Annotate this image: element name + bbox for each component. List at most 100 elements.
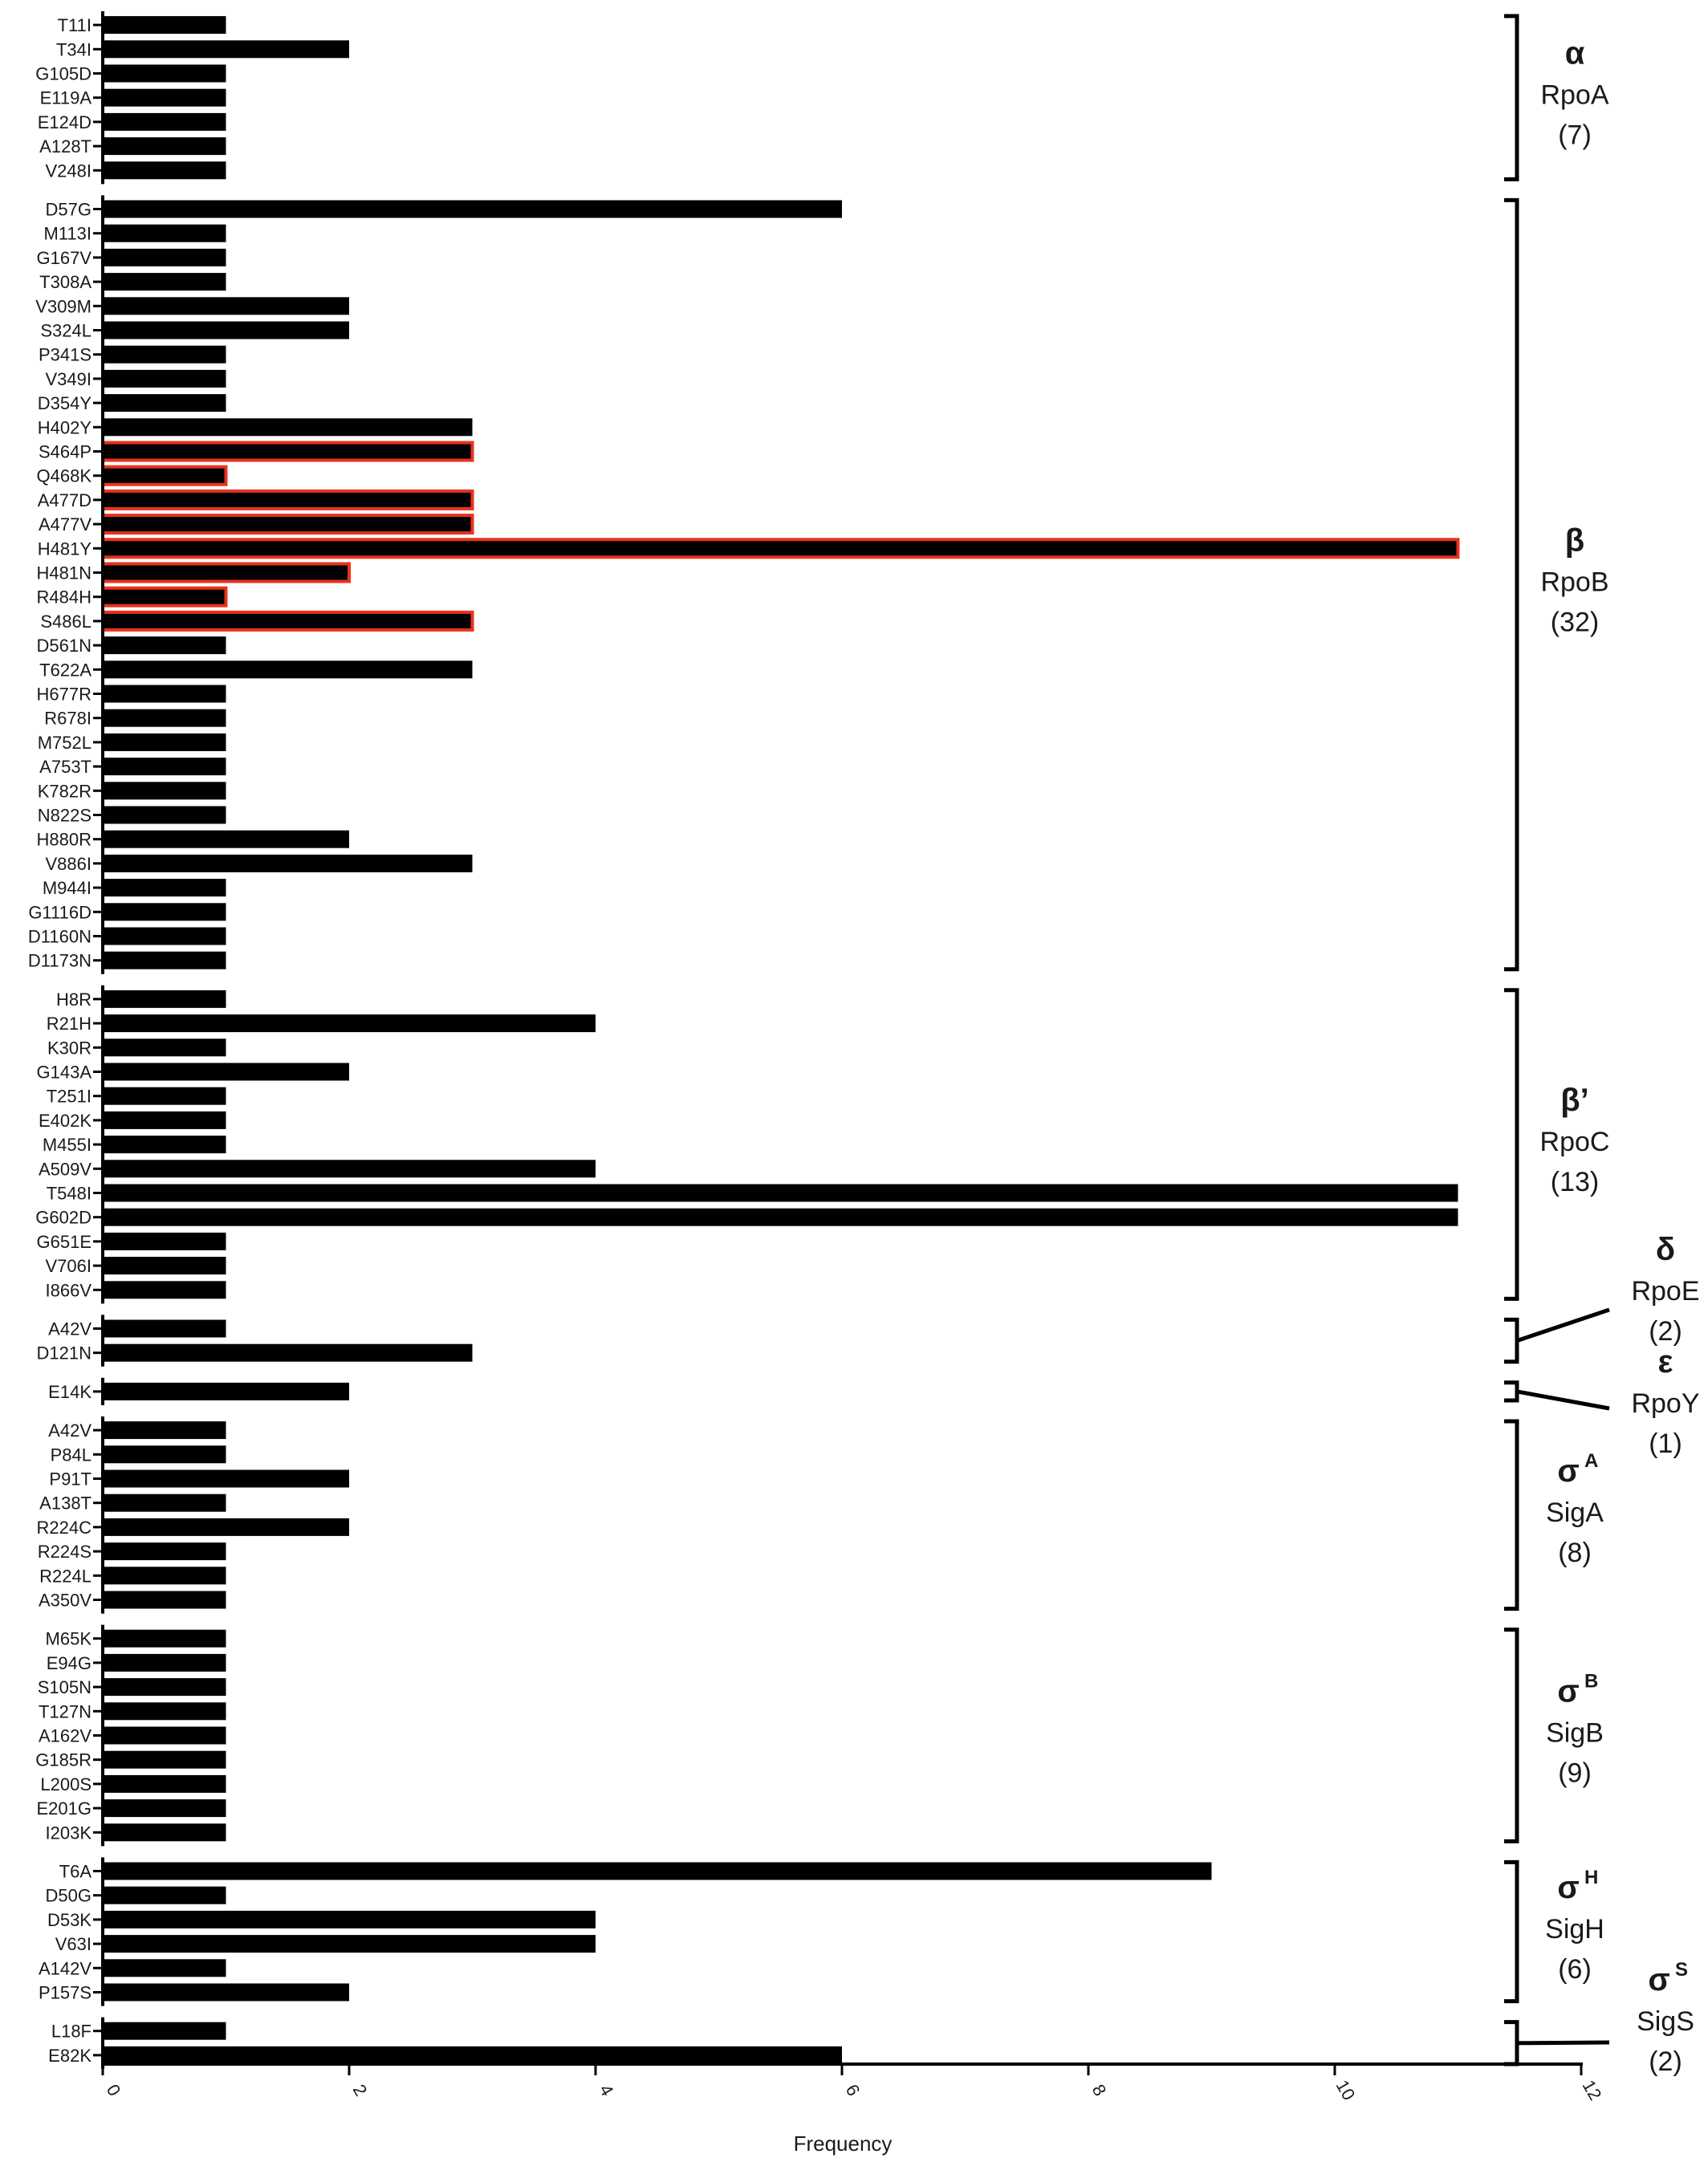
bar-rpoB-a477d <box>101 489 474 510</box>
bracket-rpoE <box>1504 1317 1519 1364</box>
x-tick-label: 10 <box>1332 2077 1360 2104</box>
bar-rpoC-r21h <box>103 1014 596 1033</box>
category-label: R678I <box>44 709 92 729</box>
group-superscript-sigA: A <box>1584 1450 1598 1472</box>
bracket-rpoY <box>1504 1380 1519 1403</box>
bar-rpoB-a753t <box>103 758 226 776</box>
group-count-rpoA: (7) <box>1558 120 1592 151</box>
category-label: Q468K <box>37 466 92 486</box>
group-brackets: αRpoA(7)βRpoB(32)β’RpoC(13)δRpoE(2)εRpoY… <box>1504 14 1700 2077</box>
bracket-rpoA <box>1504 14 1519 181</box>
bar-sigB-l200s <box>103 1774 226 1793</box>
bar-sigS-l18f <box>103 2022 226 2040</box>
group-symbol-rpoB: β <box>1565 523 1584 559</box>
category-label: T251I <box>47 1087 92 1107</box>
category-label: R484H <box>37 587 92 608</box>
bar-sigA-p84l <box>103 1445 226 1464</box>
bracket-sigA <box>1504 1419 1519 1611</box>
group-symbol-sigS: σ <box>1648 1962 1669 1997</box>
bar-rpoB-p341s <box>103 345 226 364</box>
bar-rpoC-g143a <box>103 1063 349 1081</box>
category-label: A42V <box>48 1420 92 1441</box>
bar-sigH-v63i <box>103 1935 596 1953</box>
category-label: A42V <box>48 1319 92 1339</box>
bar-rpoB-r484h <box>101 586 228 608</box>
category-label: A477V <box>39 514 92 534</box>
bar-rpoB-d1173n <box>103 951 226 969</box>
category-label: K782R <box>38 781 92 801</box>
bracket-rpoB <box>1504 197 1519 972</box>
category-label: D354Y <box>38 393 92 413</box>
category-label: G185R <box>35 1750 92 1770</box>
category-label: H481Y <box>38 538 92 559</box>
bar-rpoB-s464p <box>101 441 474 462</box>
group-gene-sigS: SigS <box>1637 2006 1694 2037</box>
category-label: V309M <box>35 296 92 316</box>
category-label: H677R <box>37 685 92 705</box>
group-symbol-rpoA: α <box>1565 36 1585 71</box>
category-label: H8R <box>56 990 92 1010</box>
category-label: D1160N <box>28 927 92 947</box>
bar-rpoB-k782r <box>103 782 226 800</box>
bar-rpoY-e14k <box>103 1382 349 1400</box>
bracket-sigS <box>1504 2020 1519 2067</box>
bar-rpoC-g602d <box>103 1208 1458 1226</box>
group-gene-rpoB: RpoB <box>1540 567 1608 598</box>
category-label: L18F <box>51 2022 92 2042</box>
category-label: R224L <box>39 1566 92 1586</box>
group-symbol-sigB: σ <box>1557 1674 1579 1709</box>
category-label: G143A <box>37 1063 92 1083</box>
bar-sigA-p91t <box>103 1469 349 1488</box>
group-count-rpoC: (13) <box>1551 1167 1599 1197</box>
x-tick-label: 12 <box>1579 2077 1606 2104</box>
category-label: G602D <box>35 1208 92 1228</box>
category-label: T127N <box>39 1701 92 1721</box>
group-symbol-rpoY: ε <box>1658 1344 1673 1380</box>
category-label: S105N <box>38 1677 92 1697</box>
bar-sigA-a138t <box>103 1494 226 1512</box>
bar-rpoB-t308a <box>103 273 226 291</box>
category-label: H481N <box>37 563 92 583</box>
bar-rpoB-g167v <box>103 248 226 266</box>
category-label: V349I <box>46 369 92 389</box>
bracket-rpoC <box>1504 988 1519 1301</box>
category-label: R224C <box>37 1518 92 1538</box>
category-label: V886I <box>46 854 92 874</box>
bar-rpoB-h481n <box>101 562 351 583</box>
leader-line-rpoY <box>1516 1389 1610 1411</box>
x-tick-label: 0 <box>103 2081 125 2099</box>
bar-rpoC-v706i <box>103 1257 226 1275</box>
bar-sigB-m65k <box>103 1629 226 1648</box>
bar-rpoB-g1116d <box>103 903 226 921</box>
category-label: G1116D <box>28 902 92 922</box>
x-tick-label: 4 <box>596 2081 618 2099</box>
bar-rpoB-d354y <box>103 394 226 412</box>
bar-rpoB-d57g <box>103 200 842 218</box>
bar-rpoB-m752l <box>103 733 226 751</box>
category-label: R224S <box>38 1542 92 1562</box>
category-label: T6A <box>59 1862 92 1882</box>
category-label: N822S <box>38 806 92 826</box>
group-count-sigS: (2) <box>1649 2046 1682 2077</box>
bar-sigB-e94g <box>103 1653 226 1672</box>
leader-line-sigS <box>1516 2040 1610 2046</box>
category-label: A142V <box>39 1958 92 1978</box>
category-label: T548I <box>47 1184 92 1204</box>
group-count-rpoE: (2) <box>1649 1316 1682 1347</box>
bars-layer <box>101 16 1460 2064</box>
category-label: R21H <box>47 1014 92 1034</box>
category-label: M455I <box>43 1135 92 1155</box>
category-label: G167V <box>37 248 92 268</box>
bar-rpoC-i866v <box>103 1281 226 1299</box>
group-gene-sigA: SigA <box>1546 1498 1604 1528</box>
bar-rpoB-a477v <box>101 514 474 535</box>
category-label: A128T <box>39 136 92 156</box>
x-axis-title: Frequency <box>794 2132 893 2156</box>
bar-rpoB-s486l <box>101 610 474 632</box>
bar-rpoC-e402k <box>103 1111 226 1129</box>
category-label: E94G <box>47 1653 92 1673</box>
category-label: H880R <box>37 830 92 850</box>
category-label: S486L <box>40 612 92 632</box>
category-label: T308A <box>39 272 92 292</box>
